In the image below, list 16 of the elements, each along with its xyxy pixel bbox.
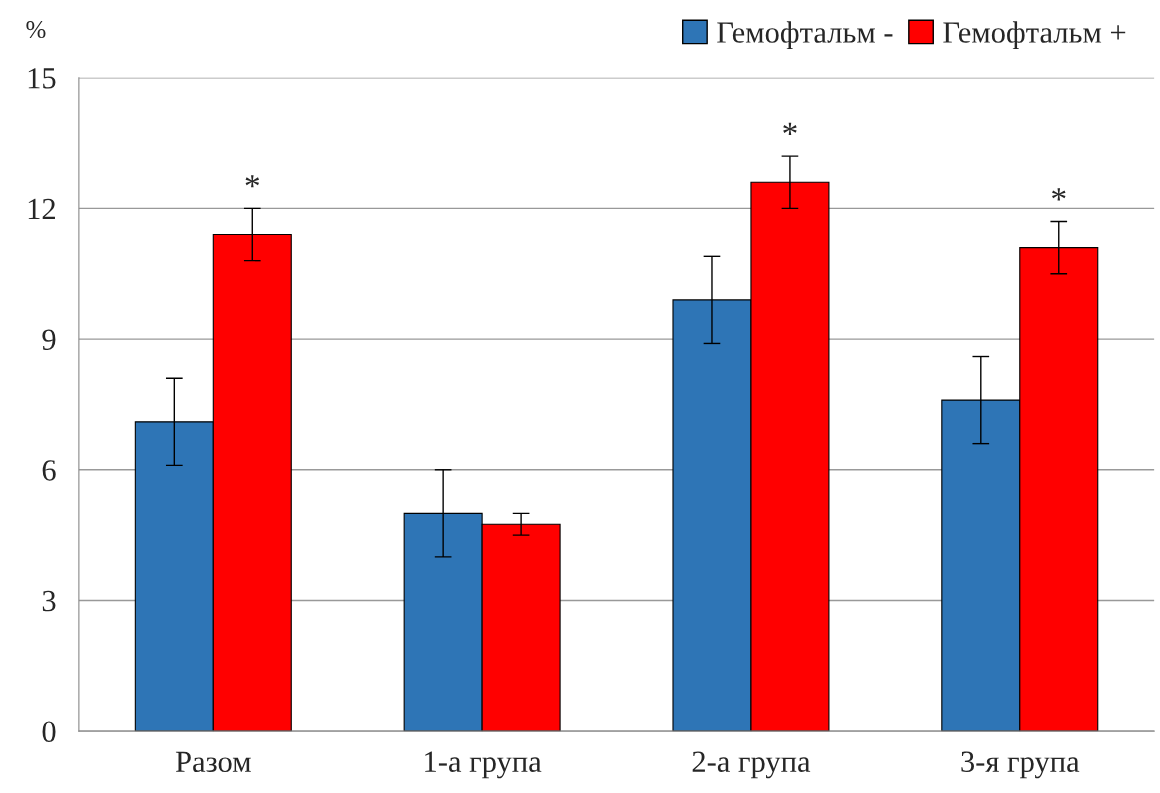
annotation: * bbox=[1052, 188, 1066, 201]
y-tick-label: 9 bbox=[42, 329, 56, 350]
y-tick-label: 3 bbox=[42, 590, 56, 612]
y-tick-label: 0 bbox=[42, 721, 56, 743]
x-tick-label: 1-а група bbox=[425, 751, 542, 779]
legend-label: Гемофтальм - bbox=[717, 21, 893, 50]
annotation: * bbox=[245, 175, 260, 188]
annotation: * bbox=[783, 122, 797, 136]
y-tick-label: 12 bbox=[28, 198, 55, 219]
x-tick-label: Разом bbox=[175, 751, 251, 773]
legend-label: Гемофтальм + bbox=[943, 21, 1126, 50]
y-axis-title: % bbox=[26, 21, 46, 39]
y-tick-label: 6 bbox=[42, 460, 56, 481]
y-tick-label: 15 bbox=[28, 68, 56, 89]
x-tick-label: 3-я група bbox=[961, 751, 1080, 779]
x-tick-label: 2-а група bbox=[692, 751, 811, 779]
